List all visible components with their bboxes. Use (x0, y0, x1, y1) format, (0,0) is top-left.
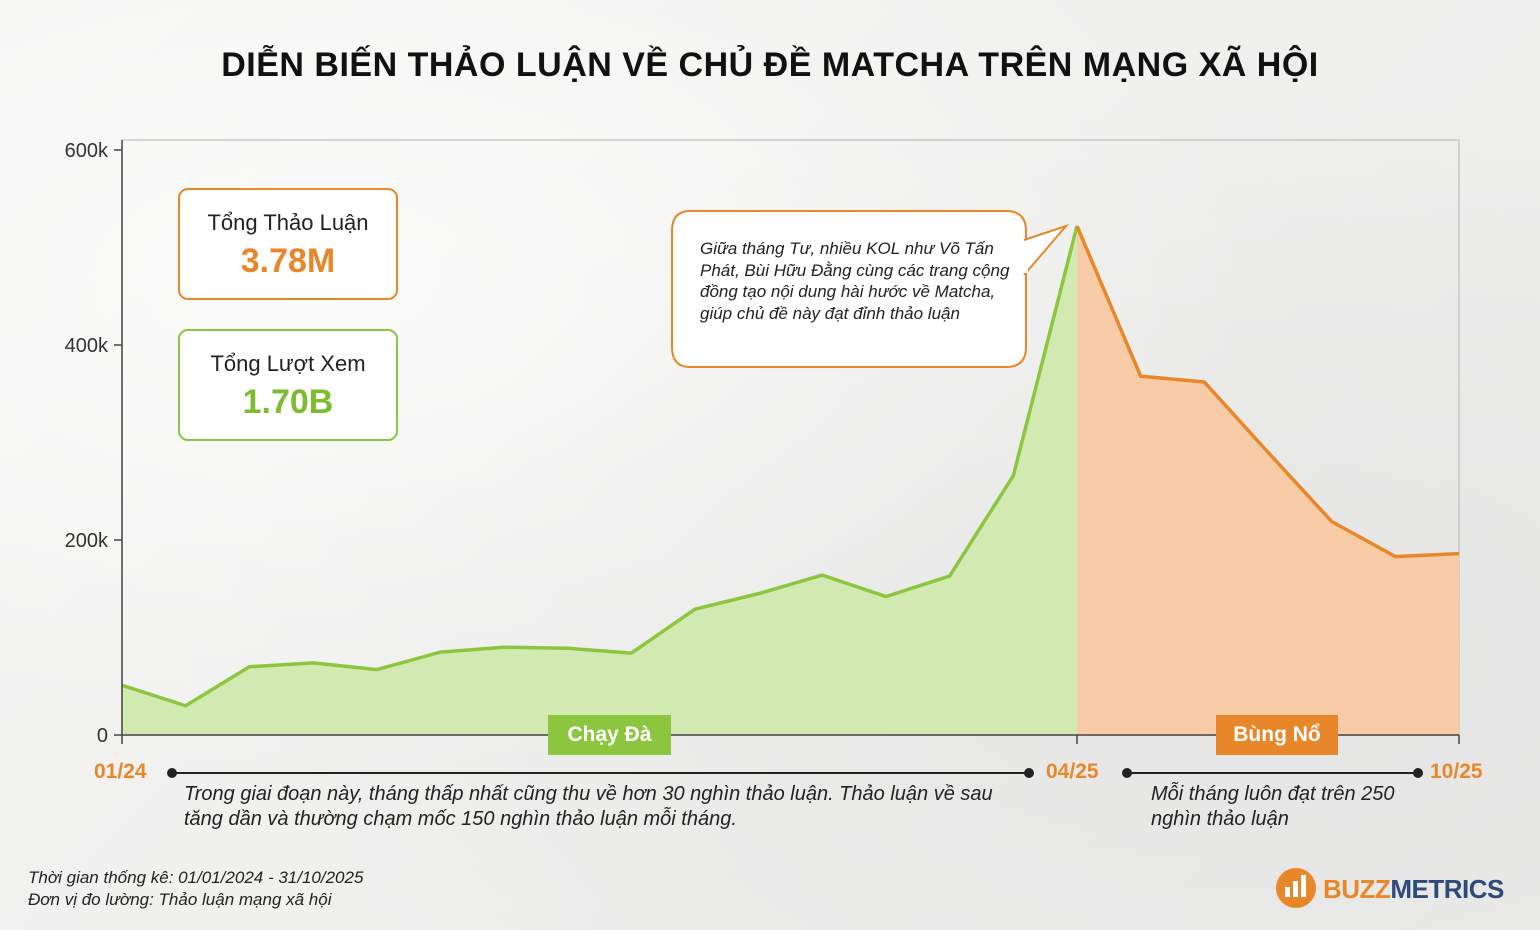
y-tick-label: 400k (65, 335, 109, 357)
kpi-discussions-value: 3.78M (240, 242, 336, 280)
footer: Thời gian thống kê: 01/01/2024 - 31/10/2… (28, 867, 363, 911)
y-tick-label: 0 (97, 725, 108, 747)
timeline-dot (167, 768, 177, 778)
kpi-views-label: Tổng Lượt Xem (210, 351, 366, 376)
logo-chart-icon (1276, 868, 1316, 908)
runup-note: Trong giai đoạn này, tháng thấp nhất cũn… (184, 783, 993, 830)
logo-part-metrics: METRICS (1390, 874, 1504, 904)
kpi-total-discussions: Tổng Thảo Luận 3.78M (178, 188, 398, 300)
y-tick-label: 600k (65, 140, 109, 162)
kpi-discussions-label: Tổng Thảo Luận (207, 210, 369, 235)
chart-title: DIỄN BIẾN THẢO LUẬN VỀ CHỦ ĐỀ MATCHA TRÊ… (221, 46, 1319, 84)
phase-label-runup: Chạy Đà (548, 715, 671, 755)
callout-tail-mask (1021, 243, 1028, 273)
area-fill-boom (1077, 226, 1459, 736)
timeline-dot (1413, 768, 1423, 778)
callout-tail (1023, 223, 1070, 276)
series-line-runup (121, 225, 1079, 708)
logo-wordmark: BUZZMETRICS (1323, 874, 1504, 905)
series-line-boom (1075, 225, 1460, 559)
timeline-end-label: 10/25 (1430, 760, 1483, 783)
timeline-dot (1122, 768, 1132, 778)
boom-note: Mỗi tháng luôn đạt trên 250 nghìn thảo l… (1151, 783, 1395, 830)
kpi-views-value: 1.70B (242, 383, 334, 421)
timeline-start-label: 01/24 (94, 760, 147, 783)
timeline-dot (1024, 768, 1034, 778)
phase-label-boom: Bùng Nổ (1216, 715, 1338, 755)
area-layer (121, 225, 1460, 736)
footer-period: Thời gian thống kê: 01/01/2024 - 31/10/2… (28, 868, 364, 887)
logo-part-buzz: BUZZ (1323, 874, 1391, 904)
callout-bubble (671, 210, 1027, 368)
area-fill-runup (122, 226, 1077, 736)
kpi-total-views: Tổng Lượt Xem 1.70B (178, 329, 398, 441)
y-tick-label: 200k (65, 530, 109, 552)
footer-unit: Đơn vị đo lường: Thảo luận mạng xã hội (28, 890, 332, 909)
peak-callout-text: Giữa tháng Tư, nhiều KOL như Võ Tấn Phát… (700, 239, 1010, 323)
timeline-mid-label: 04/25 (1046, 760, 1099, 783)
